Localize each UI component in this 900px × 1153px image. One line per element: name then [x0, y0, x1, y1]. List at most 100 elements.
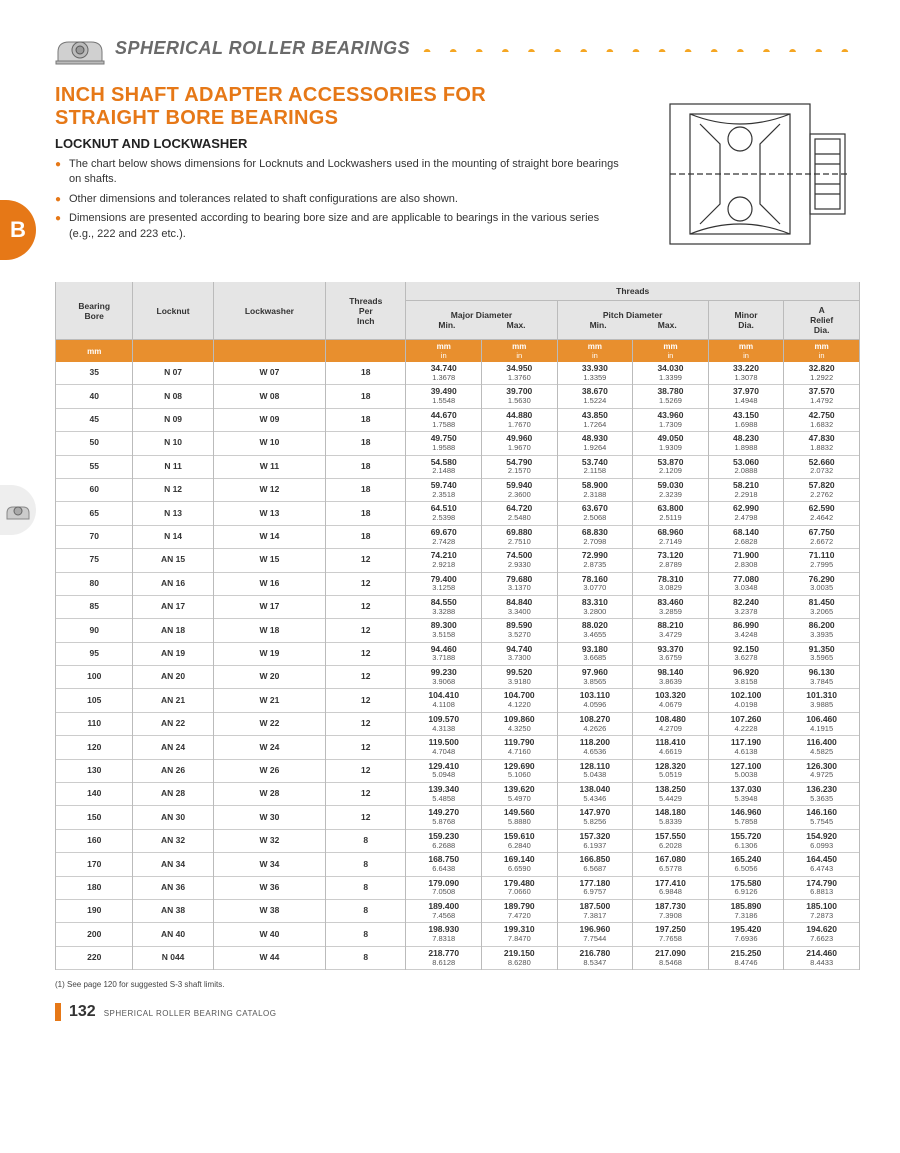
cell-maj-min: 64.5102.5398 [406, 502, 482, 525]
cell-pit-min: 48.9301.9264 [557, 432, 633, 455]
unit-cell [326, 340, 406, 363]
cell-pit-max: 43.9601.7309 [633, 408, 709, 431]
cell-locknut: AN 30 [133, 806, 213, 829]
cell-pit-min: 97.9603.8565 [557, 666, 633, 689]
cell-bore: 180 [56, 876, 133, 899]
col-pitch-group: Pitch Diameter Min.Max. [557, 301, 708, 340]
table-row: 35N 07W 071834.7401.367834.9501.376033.9… [56, 362, 860, 385]
dimensions-table: Bearing Bore Locknut Lockwasher Threads … [55, 282, 860, 970]
table-row: 80AN 16W 161279.4003.125879.6803.137078.… [56, 572, 860, 595]
cell-relief: 214.4608.4433 [784, 946, 860, 969]
cell-minor: 127.1005.0038 [708, 759, 784, 782]
cell-pit-max: 157.5506.2028 [633, 829, 709, 852]
cell-pit-min: 53.7402.1158 [557, 455, 633, 478]
unit-cell: mmin [708, 340, 784, 363]
table-row: 105AN 21W 2112104.4104.1108104.7004.1220… [56, 689, 860, 712]
footer-text: SPHERICAL ROLLER BEARING CATALOG [104, 1009, 277, 1018]
unit-cell: mmin [406, 340, 482, 363]
cell-relief: 81.4503.2065 [784, 595, 860, 618]
cell-pit-min: 157.3206.1937 [557, 829, 633, 852]
cell-maj-max: 54.7902.1570 [482, 455, 558, 478]
col-bore: Bearing Bore [56, 282, 133, 340]
cell-bore: 70 [56, 525, 133, 548]
cell-locknut: N 10 [133, 432, 213, 455]
cell-pit-max: 93.3703.6759 [633, 642, 709, 665]
cell-tpi: 18 [326, 455, 406, 478]
cell-minor: 215.2508.4746 [708, 946, 784, 969]
cell-locknut: AN 28 [133, 783, 213, 806]
cell-tpi: 18 [326, 525, 406, 548]
header-bearing-icon [55, 30, 105, 66]
cell-relief: 71.1102.7995 [784, 549, 860, 572]
cell-maj-max: 199.3107.8470 [482, 923, 558, 946]
cell-pit-min: 58.9002.3188 [557, 478, 633, 501]
cell-maj-max: 44.8801.7670 [482, 408, 558, 431]
cell-pit-min: 187.5007.3817 [557, 899, 633, 922]
cell-maj-max: 149.5605.8880 [482, 806, 558, 829]
cell-lockwasher: W 13 [213, 502, 325, 525]
cell-pit-min: 43.8501.7264 [557, 408, 633, 431]
cell-maj-min: 189.4007.4568 [406, 899, 482, 922]
cell-relief: 76.2903.0035 [784, 572, 860, 595]
table-row: 190AN 38W 388189.4007.4568189.7907.47201… [56, 899, 860, 922]
cell-maj-min: 109.5704.3138 [406, 712, 482, 735]
cell-relief: 67.7502.6672 [784, 525, 860, 548]
header-dots: ● ● ● ● ● ● ● ● ● ● ● ● ● ● ● ● ● ● ● ● … [422, 44, 860, 52]
cell-tpi: 8 [326, 853, 406, 876]
cell-maj-max: 39.7001.5630 [482, 385, 558, 408]
cell-bore: 35 [56, 362, 133, 385]
cell-minor: 33.2201.3078 [708, 362, 784, 385]
cell-tpi: 8 [326, 946, 406, 969]
unit-cell: mmin [557, 340, 633, 363]
cell-locknut: AN 36 [133, 876, 213, 899]
cell-relief: 164.4506.4743 [784, 853, 860, 876]
cell-pit-max: 78.3103.0829 [633, 572, 709, 595]
cell-pit-max: 197.2507.7658 [633, 923, 709, 946]
cell-bore: 140 [56, 783, 133, 806]
cell-pit-max: 108.4804.2709 [633, 712, 709, 735]
cell-maj-min: 79.4003.1258 [406, 572, 482, 595]
cell-pit-min: 216.7808.5347 [557, 946, 633, 969]
cell-pit-max: 53.8702.1209 [633, 455, 709, 478]
cell-locknut: AN 20 [133, 666, 213, 689]
cell-lockwasher: W 32 [213, 829, 325, 852]
cell-tpi: 8 [326, 923, 406, 946]
table-row: 95AN 19W 191294.4603.718894.7403.730093.… [56, 642, 860, 665]
cell-maj-min: 99.2303.9068 [406, 666, 482, 689]
cell-locknut: N 07 [133, 362, 213, 385]
cell-locknut: N 12 [133, 478, 213, 501]
table-row: 90AN 18W 181289.3003.515889.5903.527088.… [56, 619, 860, 642]
table-row: 75AN 15W 151274.2102.921874.5002.933072.… [56, 549, 860, 572]
cell-relief: 146.1605.7545 [784, 806, 860, 829]
table-row: 160AN 32W 328159.2306.2688159.6106.28401… [56, 829, 860, 852]
unit-cell: mmin [633, 340, 709, 363]
cell-locknut: AN 32 [133, 829, 213, 852]
cell-minor: 53.0602.0888 [708, 455, 784, 478]
cell-tpi: 12 [326, 689, 406, 712]
page-header: SPHERICAL ROLLER BEARINGS ● ● ● ● ● ● ● … [55, 30, 860, 66]
cell-lockwasher: W 07 [213, 362, 325, 385]
cell-maj-max: 34.9501.3760 [482, 362, 558, 385]
cell-tpi: 18 [326, 502, 406, 525]
cell-locknut: N 14 [133, 525, 213, 548]
cell-minor: 117.1904.6138 [708, 736, 784, 759]
cell-tpi: 12 [326, 759, 406, 782]
cell-minor: 165.2406.5056 [708, 853, 784, 876]
table-row: 45N 09W 091844.6701.758844.8801.767043.8… [56, 408, 860, 431]
cell-locknut: AN 34 [133, 853, 213, 876]
cell-locknut: AN 21 [133, 689, 213, 712]
cell-tpi: 18 [326, 362, 406, 385]
cell-pit-min: 83.3103.2800 [557, 595, 633, 618]
cell-pit-min: 147.9705.8256 [557, 806, 633, 829]
cell-tpi: 12 [326, 549, 406, 572]
cell-minor: 62.9902.4798 [708, 502, 784, 525]
cell-pit-max: 138.2505.4429 [633, 783, 709, 806]
cell-pit-max: 68.9602.7149 [633, 525, 709, 548]
table-row: 200AN 40W 408198.9307.8318199.3107.84701… [56, 923, 860, 946]
cell-locknut: AN 38 [133, 899, 213, 922]
cell-maj-min: 119.5004.7048 [406, 736, 482, 759]
bullet-list: The chart below shows dimensions for Loc… [55, 157, 620, 242]
bullet-item: Dimensions are presented according to be… [55, 211, 620, 242]
cell-maj-max: 79.6803.1370 [482, 572, 558, 595]
cell-tpi: 12 [326, 736, 406, 759]
